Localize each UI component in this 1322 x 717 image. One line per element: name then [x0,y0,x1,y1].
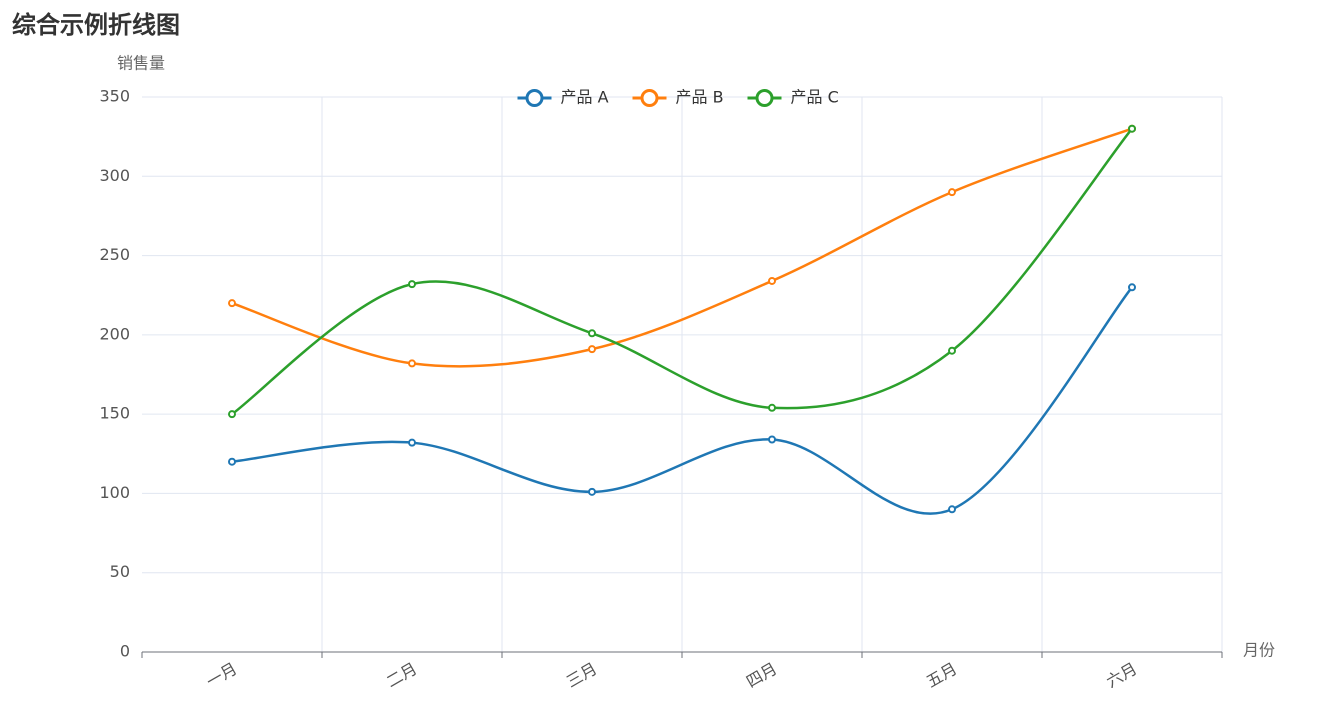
point [588,345,596,354]
point [1128,124,1136,133]
legend-label: 产品 B [676,88,724,107]
point [768,276,776,285]
line [231,286,1133,515]
point [408,438,416,447]
line [231,127,1133,416]
x-tick-label: 六月 [1103,659,1140,691]
point [228,299,236,308]
point [228,457,236,466]
y-tick-label: 250 [99,245,130,264]
legend-label: 产品 A [561,88,609,107]
y-tick-label: 200 [99,324,130,343]
x-tick-label: 四月 [743,659,780,691]
y-axis-label: 销售量 [117,54,165,73]
point [408,359,416,368]
point [588,329,596,338]
line [231,127,1133,368]
point [948,188,956,197]
x-axis-label: 月份 [1243,641,1275,660]
legend-symbol [525,89,544,107]
x-tick-label: 一月 [203,659,240,691]
y-tick-label: 100 [99,483,130,502]
x-tick-label: 二月 [383,659,420,691]
legend-item[interactable]: 产品 A [517,88,609,107]
point [948,505,956,514]
y-tick-label: 50 [110,562,130,581]
legend-symbol [640,89,659,107]
y-tick-label: 350 [99,87,130,106]
chart-title: 综合示例折线图 [12,11,180,39]
x-tick-label: 三月 [563,659,600,691]
y-tick-label: 0 [120,642,130,661]
legend-item[interactable]: 产品 C [747,88,839,107]
point [408,280,416,289]
point [768,403,776,412]
y-tick-label: 150 [99,404,130,423]
legend-label: 产品 C [791,88,839,107]
point [948,346,956,355]
point [1128,283,1136,292]
x-tick-label: 五月 [923,659,960,691]
legend-item[interactable]: 产品 B [632,88,724,107]
legend-symbol [755,89,774,107]
y-tick-label: 300 [99,166,130,185]
point [228,410,236,419]
point [588,487,596,496]
point [768,435,776,444]
